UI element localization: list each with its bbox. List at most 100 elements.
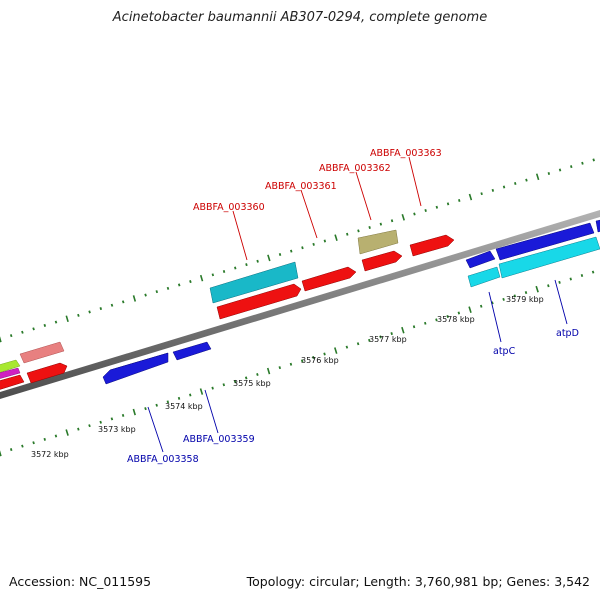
gene-label-abbfa-003363: ABBFA_003363: [370, 148, 442, 159]
minor-tick: [368, 338, 371, 342]
gene-arrow[interactable]: [0, 374, 25, 391]
minor-tick: [155, 403, 158, 407]
minor-tick: [457, 311, 461, 315]
minor-tick: [99, 420, 102, 424]
minor-tick: [345, 345, 349, 349]
connector-abbfa-003358: [147, 406, 164, 453]
scale-label: 3575 kbp: [233, 379, 271, 388]
minor-tick: [121, 300, 125, 304]
minor-tick: [77, 313, 80, 317]
gene-arrow[interactable]: [0, 367, 21, 380]
minor-tick: [547, 171, 551, 175]
minor-tick: [591, 270, 595, 274]
scale-label: 3573 kbp: [98, 425, 136, 434]
gene-arrow-abbfa-003363[interactable]: [409, 234, 455, 257]
minor-tick: [43, 437, 46, 441]
gene-arrow-atpd-blue[interactable]: [495, 222, 595, 261]
minor-tick: [278, 253, 282, 257]
gene-arrow[interactable]: [0, 359, 21, 374]
minor-tick: [580, 274, 584, 278]
minor-tick: [368, 225, 371, 229]
minor-tick: [581, 161, 584, 165]
major-tick: [0, 336, 2, 343]
minor-tick: [592, 158, 595, 162]
minor-tick: [222, 269, 226, 273]
major-tick: [266, 367, 271, 375]
minor-tick: [211, 386, 214, 390]
minor-tick: [32, 327, 35, 331]
minor-tick: [256, 259, 259, 263]
minor-tick: [177, 396, 181, 400]
gene-arrow-atpc[interactable]: [467, 266, 501, 288]
major-tick: [334, 347, 338, 354]
minor-tick: [357, 229, 360, 233]
gene-arrow-abbfa-003362[interactable]: [357, 229, 399, 255]
minor-tick: [458, 198, 461, 202]
minor-tick: [256, 373, 259, 376]
gene-label-atpd: atpD: [556, 328, 579, 339]
gene-arrow-atpd[interactable]: [498, 236, 600, 279]
minor-tick: [244, 376, 248, 380]
genome-backbone: [0, 210, 600, 399]
gene-arrow-abbfa-003359[interactable]: [172, 341, 212, 361]
major-tick: [535, 285, 539, 293]
minor-tick: [379, 335, 382, 339]
minor-tick: [570, 165, 573, 169]
label-connectors: [147, 156, 568, 453]
minor-tick: [435, 318, 438, 322]
gene-arrow-abbfa-003362b[interactable]: [361, 250, 403, 272]
gene-arrow[interactable]: [26, 362, 68, 384]
minor-tick: [32, 441, 35, 445]
minor-tick: [312, 355, 315, 359]
minor-tick: [491, 188, 495, 192]
gene-arrow-abbfa-003361b[interactable]: [301, 266, 357, 292]
gene-label-abbfa-003358: ABBFA_003358: [127, 454, 199, 465]
connector-abbfa-003363: [408, 156, 422, 207]
minor-tick: [278, 366, 282, 370]
major-tick: [0, 450, 2, 457]
gene-arrow-abbfa-003358-body[interactable]: [102, 352, 169, 385]
minor-tick: [54, 320, 58, 324]
gene-arrow-abbfa-003360[interactable]: [209, 261, 299, 304]
gene-arrow-atpc-blue[interactable]: [465, 250, 496, 269]
minor-tick: [155, 290, 159, 294]
minor-tick: [121, 413, 125, 417]
major-tick: [468, 193, 473, 201]
gene-label-abbfa-003360: ABBFA_003360: [193, 202, 265, 213]
minor-tick: [446, 202, 450, 206]
scale-label: 3577 kbp: [369, 335, 407, 344]
genome-title: Acinetobacter baumannii AB307-0294, comp…: [112, 10, 488, 25]
minor-tick: [290, 249, 293, 253]
top-scale-track: [0, 158, 595, 343]
gene-label-abbfa-003362: ABBFA_003362: [319, 163, 391, 174]
scale-label: 3572 kbp: [31, 450, 69, 459]
minor-tick: [435, 205, 439, 209]
gene-arrow-edge-blue[interactable]: [595, 219, 600, 233]
gene-label-abbfa-003361: ABBFA_003361: [265, 181, 337, 192]
minor-tick: [502, 297, 505, 301]
minor-tick: [412, 325, 416, 329]
minor-tick: [480, 192, 483, 196]
minor-tick: [390, 219, 394, 223]
minor-tick: [514, 182, 517, 186]
minor-tick: [88, 424, 91, 428]
connector-atpc: [488, 291, 502, 343]
major-tick: [401, 214, 405, 221]
major-tick: [401, 326, 405, 334]
minor-tick: [144, 293, 147, 297]
minor-tick: [301, 246, 304, 250]
minor-tick: [446, 314, 449, 318]
gene-arrow[interactable]: [19, 341, 65, 364]
major-tick: [65, 315, 69, 323]
minor-tick: [21, 330, 24, 334]
genome-summary-text: Topology: circular; Length: 3,760,981 bp…: [246, 574, 590, 589]
minor-tick: [77, 427, 80, 431]
scale-label: 3578 kbp: [437, 315, 475, 324]
minor-tick: [99, 307, 103, 311]
gene-arrow-abbfa-003361[interactable]: [216, 283, 302, 320]
minor-tick: [166, 400, 170, 404]
minor-tick: [21, 444, 24, 448]
minor-tick: [524, 291, 528, 295]
minor-tick: [513, 294, 517, 298]
